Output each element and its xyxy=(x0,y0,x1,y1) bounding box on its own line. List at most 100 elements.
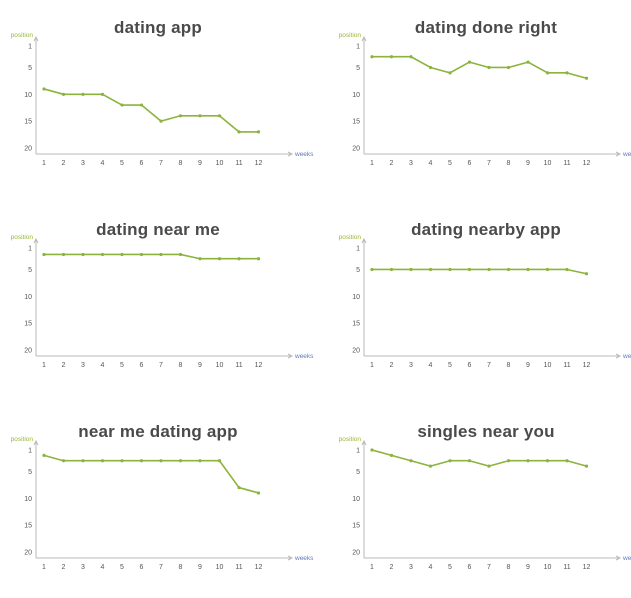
x-tick-label: 5 xyxy=(448,160,452,167)
data-point xyxy=(178,252,183,257)
data-point xyxy=(120,103,124,107)
chart-panel: near me dating app position weeks 1 5 10 15 20 1… xyxy=(8,408,315,598)
y-tick-label: 10 xyxy=(352,294,360,301)
data-point xyxy=(42,87,46,91)
x-tick-label: 4 xyxy=(101,160,105,167)
y-axis-label: position xyxy=(339,32,362,39)
y-tick-label: 10 xyxy=(352,92,360,99)
data-point xyxy=(389,267,394,272)
x-tick-label: 8 xyxy=(507,564,511,571)
x-tick-label: 8 xyxy=(179,362,183,369)
data-point xyxy=(428,464,433,468)
data-point xyxy=(198,459,202,463)
data-point xyxy=(370,55,374,59)
x-tick-label: 7 xyxy=(159,160,163,167)
x-tick-label: 7 xyxy=(487,160,491,167)
data-point xyxy=(100,92,105,96)
data-point xyxy=(545,71,550,75)
series-line xyxy=(372,55,587,79)
y-tick-label: 1 xyxy=(28,448,32,455)
y-tick-label: 5 xyxy=(28,469,32,476)
data-point xyxy=(467,459,472,463)
data-point xyxy=(139,103,144,107)
y-axis-arrow xyxy=(33,35,39,42)
series-line xyxy=(371,449,587,467)
data-point xyxy=(448,267,452,272)
x-tick-label: 8 xyxy=(507,362,511,369)
x-tick-label: 9 xyxy=(526,564,530,571)
data-point xyxy=(178,114,183,118)
x-tick-label: 1 xyxy=(370,564,374,571)
x-tick-label: 5 xyxy=(120,160,124,167)
data-point xyxy=(565,71,569,75)
data-point xyxy=(42,453,46,457)
data-point xyxy=(217,459,222,463)
series-line xyxy=(43,88,259,133)
x-tick-label: 2 xyxy=(390,362,394,369)
data-point xyxy=(545,459,550,463)
data-point xyxy=(120,459,124,463)
data-point xyxy=(428,267,433,272)
x-tick-label: 1 xyxy=(42,160,46,167)
x-tick-label: 8 xyxy=(507,160,511,167)
y-axis-arrow xyxy=(361,35,367,42)
x-tick-label: 4 xyxy=(429,160,433,167)
y-tick-label: 20 xyxy=(24,550,32,557)
data-point xyxy=(565,267,569,272)
x-axis-arrow xyxy=(287,353,294,359)
y-tick-label: 20 xyxy=(352,348,360,355)
data-point xyxy=(178,459,183,463)
y-tick-label: 5 xyxy=(356,65,360,72)
y-axis-arrow xyxy=(361,439,367,446)
data-point xyxy=(256,130,261,134)
x-tick-label: 9 xyxy=(198,564,202,571)
data-point xyxy=(159,252,163,257)
data-point xyxy=(139,252,144,257)
y-tick-label: 15 xyxy=(24,119,32,126)
data-point xyxy=(487,65,491,70)
y-axis-label: position xyxy=(11,234,34,241)
data-point xyxy=(506,65,511,70)
data-point xyxy=(467,267,472,272)
x-tick-label: 10 xyxy=(544,362,552,369)
x-tick-label: 12 xyxy=(255,160,263,167)
data-point xyxy=(487,267,491,272)
data-point xyxy=(545,267,550,272)
x-tick-label: 1 xyxy=(42,564,46,571)
chart-panel: dating done rightpositionweeks1510152012… xyxy=(336,4,631,194)
data-point xyxy=(61,459,66,463)
data-point xyxy=(139,459,144,463)
y-tick-label: 20 xyxy=(352,146,360,153)
data-point xyxy=(42,252,46,257)
chart-title: dating app xyxy=(114,18,202,37)
y-tick-label: 5 xyxy=(28,65,32,72)
data-point xyxy=(409,459,413,463)
data-point xyxy=(237,130,241,134)
chart-panel: dating near me position weeks 1 5 10 15 20 1 2 3 4 5… xyxy=(8,206,315,396)
x-tick-label: 11 xyxy=(235,362,242,369)
y-tick-label: 1 xyxy=(356,44,360,51)
x-tick-label: 12 xyxy=(255,564,263,571)
data-point xyxy=(61,92,66,96)
data-point xyxy=(526,459,530,463)
series-line xyxy=(44,253,259,260)
x-tick-label: 9 xyxy=(526,362,530,369)
y-tick-label: 5 xyxy=(28,267,32,274)
chart-title: near me dating app xyxy=(78,422,238,441)
x-tick-label: 11 xyxy=(563,564,570,571)
x-tick-label: 6 xyxy=(468,362,472,369)
x-tick-label: 7 xyxy=(487,564,491,571)
chart-panel: dating app position weeks 1 5 10 15 20 1 2 3 4 5 6 7 8 9… xyxy=(8,4,315,194)
x-tick-label: 10 xyxy=(216,564,224,571)
x-tick-label: 5 xyxy=(120,362,124,369)
x-tick-label: 5 xyxy=(120,564,124,571)
data-point xyxy=(428,65,433,70)
data-point xyxy=(467,60,472,64)
x-tick-label: 7 xyxy=(159,362,163,369)
data-point xyxy=(389,453,394,457)
y-tick-label: 1 xyxy=(356,448,360,455)
y-axis-arrow xyxy=(33,439,39,446)
x-tick-label: 3 xyxy=(81,160,85,167)
